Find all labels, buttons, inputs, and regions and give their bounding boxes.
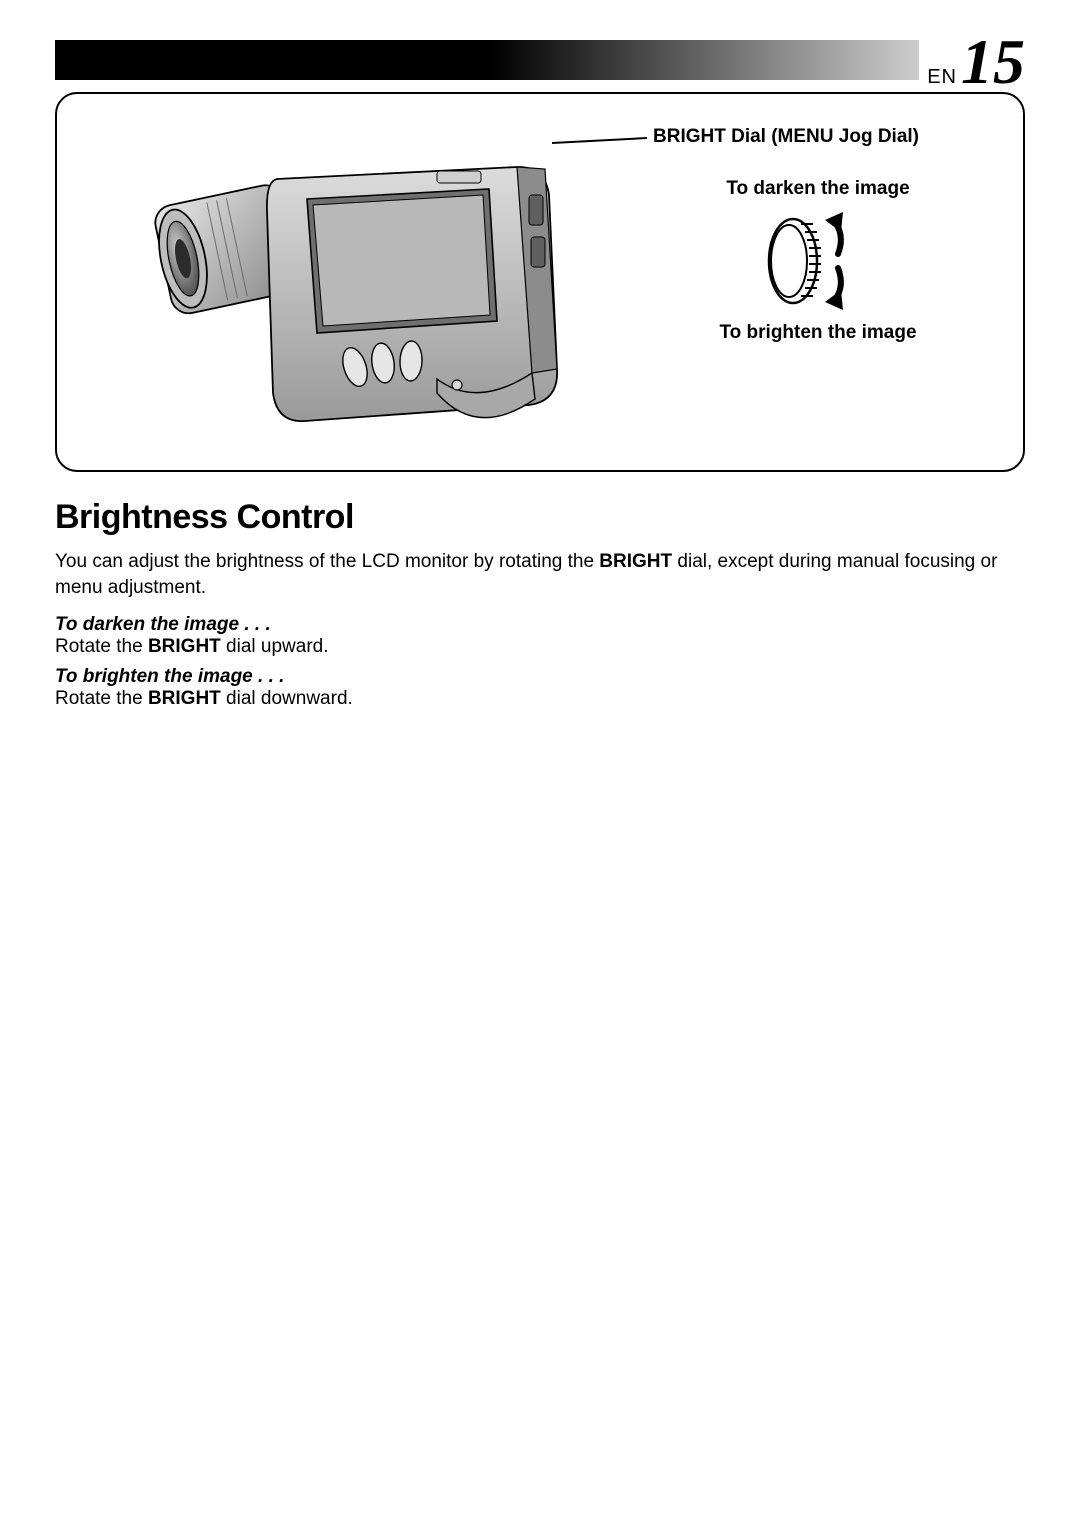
callout-darken-label: To darken the image: [653, 178, 983, 200]
intro-bold: BRIGHT: [599, 551, 672, 572]
intro-pre: You can adjust the brightness of the LCD…: [55, 551, 599, 572]
page-number-block: EN 15: [919, 30, 1025, 94]
callout-brighten-label: To brighten the image: [653, 322, 983, 344]
callout-dial-title: BRIGHT Dial (MENU Jog Dial): [653, 126, 983, 148]
instruction-body-brighten: Rotate the BRIGHT dial downward.: [55, 688, 1025, 710]
page-number: 15: [961, 30, 1025, 94]
camera-illustration: [137, 149, 577, 439]
header-gradient-bar: EN 15: [55, 40, 1025, 80]
section-title: Brightness Control: [55, 498, 1025, 537]
instruction-heading-brighten: To brighten the image . . .: [55, 666, 1025, 688]
diagram-callouts: BRIGHT Dial (MENU Jog Dial) To darken th…: [653, 126, 983, 344]
instruction-body-darken: Rotate the BRIGHT dial upward.: [55, 636, 1025, 658]
instruction-heading-darken: To darken the image . . .: [55, 614, 1025, 636]
intro-paragraph: You can adjust the brightness of the LCD…: [55, 549, 1025, 600]
leader-line: [552, 137, 647, 143]
diagram-panel: BRIGHT Dial (MENU Jog Dial) To darken th…: [55, 92, 1025, 472]
jog-dial-icon: [753, 206, 883, 316]
language-code: EN: [927, 66, 957, 89]
